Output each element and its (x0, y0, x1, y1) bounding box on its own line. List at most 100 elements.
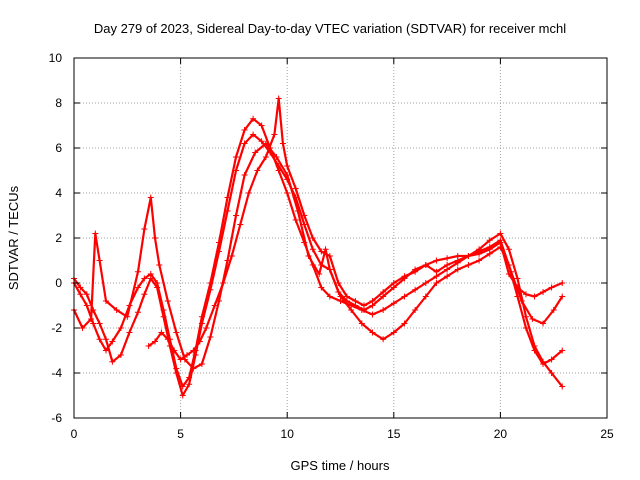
data-point (540, 361, 547, 367)
data-point (486, 246, 493, 253)
data-point (96, 320, 103, 327)
y-tick-label: -2 (51, 321, 62, 335)
data-point (548, 370, 555, 376)
data-point (262, 140, 269, 147)
data-point (241, 172, 248, 178)
y-tick-label: 10 (49, 51, 63, 65)
data-point (559, 280, 566, 286)
data-point (326, 293, 333, 300)
data-point (326, 266, 333, 273)
data-point (96, 336, 103, 343)
data-point (160, 313, 167, 320)
data-point (250, 131, 257, 138)
y-tick-label: -6 (51, 411, 62, 425)
data-point (550, 307, 557, 313)
x-tick-label: 15 (387, 427, 401, 441)
x-tick-label: 0 (71, 427, 78, 441)
data-point (192, 352, 199, 358)
data-point (207, 286, 214, 293)
data-series (71, 95, 566, 399)
data-point (369, 298, 376, 304)
data-point (412, 286, 419, 293)
data-point (284, 190, 291, 196)
data-point (77, 291, 84, 298)
data-point (326, 253, 333, 259)
data-point (102, 347, 109, 354)
x-tick-label: 10 (281, 427, 295, 441)
data-point (154, 284, 161, 291)
series-line (72, 142, 564, 370)
y-tick-label: 4 (55, 186, 62, 200)
data-point (335, 289, 342, 295)
data-point (117, 352, 124, 358)
data-point (292, 185, 299, 192)
data-point (134, 284, 141, 291)
data-point (422, 262, 429, 268)
data-point (203, 325, 210, 331)
data-point (237, 221, 244, 228)
data-point (211, 302, 218, 309)
x-tick-label: 25 (600, 427, 614, 441)
data-point (476, 250, 483, 257)
data-point (141, 291, 148, 298)
data-point (335, 280, 342, 286)
data-point (369, 311, 376, 318)
series-line (147, 97, 564, 361)
data-point (190, 365, 197, 372)
data-point (529, 316, 536, 322)
data-point (254, 167, 261, 174)
data-point (316, 271, 323, 277)
data-point (522, 325, 529, 331)
data-point (262, 154, 269, 160)
data-point (444, 255, 451, 262)
data-point (352, 298, 359, 304)
data-point (486, 237, 493, 244)
data-point (412, 307, 419, 313)
data-point (92, 230, 99, 237)
data-point (156, 262, 163, 268)
data-point (454, 266, 461, 273)
data-point (433, 280, 440, 286)
data-point (179, 392, 186, 399)
data-point (198, 320, 205, 327)
data-point (207, 334, 214, 340)
data-point (301, 221, 308, 228)
data-point (514, 275, 521, 282)
data-point (465, 253, 472, 259)
data-point (233, 167, 240, 174)
data-point (360, 302, 367, 309)
data-point (145, 343, 152, 349)
data-point (245, 190, 252, 196)
data-point (173, 370, 180, 376)
data-point (196, 338, 203, 345)
series-track-4 (145, 95, 566, 363)
data-point (284, 163, 291, 169)
data-point (126, 329, 133, 336)
data-point (540, 289, 547, 295)
data-point (215, 248, 222, 255)
x-tick-label: 5 (177, 427, 184, 441)
data-point (124, 313, 131, 320)
data-point (171, 347, 178, 354)
series-line (72, 133, 564, 397)
data-point (531, 347, 538, 354)
data-point (109, 338, 116, 345)
data-point (380, 289, 387, 295)
data-point (531, 293, 538, 300)
data-point (220, 280, 227, 286)
data-point (258, 138, 265, 145)
y-axis-label: SDTVAR / TECUs (6, 185, 21, 290)
data-point (380, 307, 387, 313)
data-point (158, 329, 165, 336)
data-point (152, 235, 159, 241)
y-tick-label: 2 (55, 231, 62, 245)
data-point (548, 356, 555, 363)
data-point (102, 336, 109, 343)
data-point (190, 347, 197, 354)
data-point (522, 291, 529, 298)
data-point (83, 291, 90, 298)
data-point (186, 381, 193, 388)
data-point (309, 235, 316, 241)
data-point (348, 307, 355, 313)
data-point (77, 284, 84, 291)
